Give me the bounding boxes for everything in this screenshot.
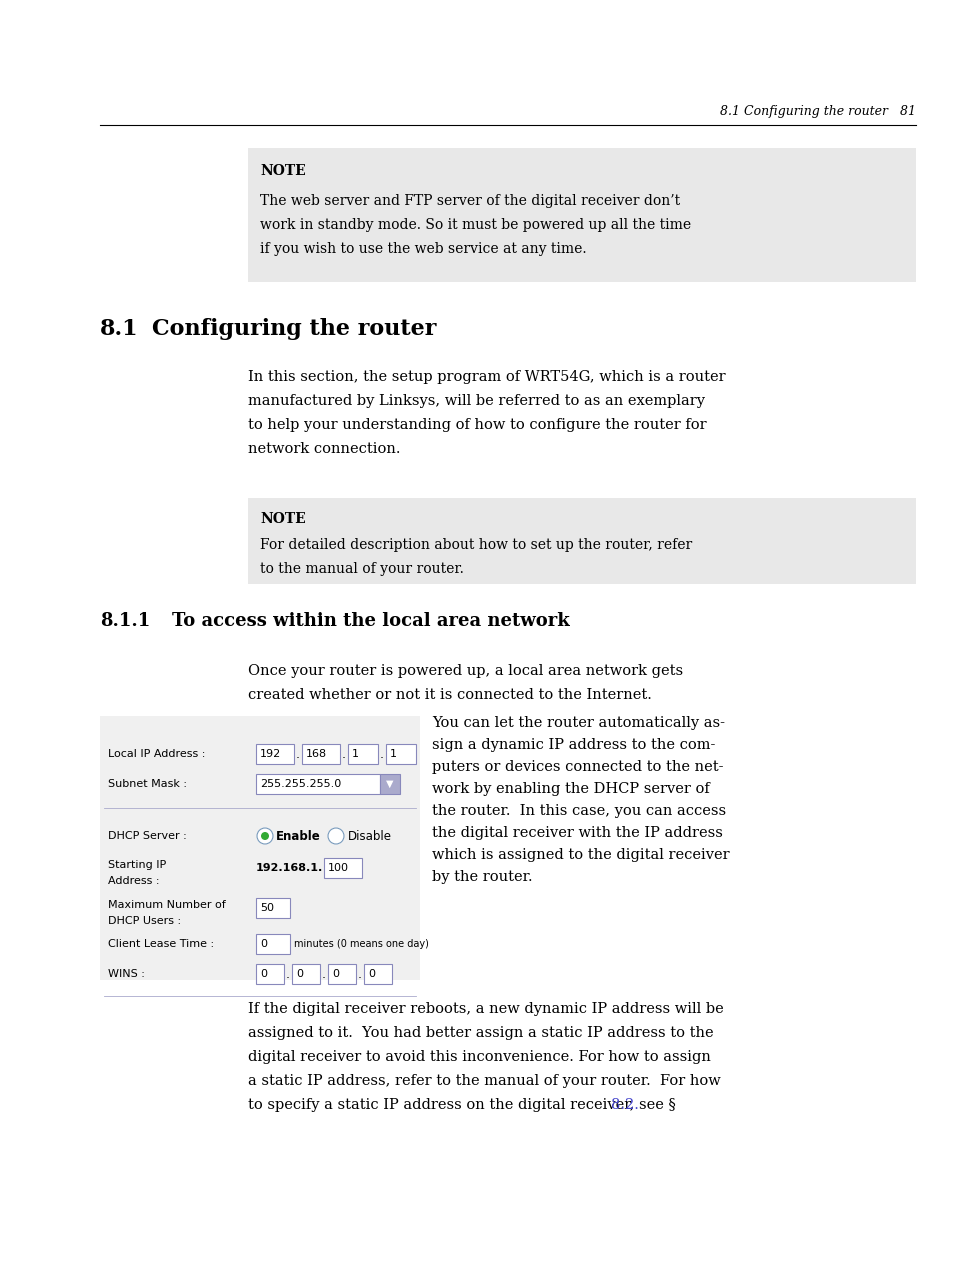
Text: 100: 100 [328,862,349,873]
Circle shape [256,828,273,845]
Text: You can let the router automatically as-: You can let the router automatically as- [432,716,724,730]
Text: NOTE: NOTE [260,164,305,178]
Text: Address :: Address : [108,876,159,887]
Text: Configuring the router: Configuring the router [152,318,436,340]
Text: network connection.: network connection. [248,441,400,455]
Bar [255,744,294,764]
Bar [248,148,915,282]
Bar [386,744,416,764]
Bar [302,744,339,764]
Text: Enable: Enable [275,829,320,842]
Text: Starting IP: Starting IP [108,860,166,870]
Text: 0: 0 [332,969,338,979]
Text: 0: 0 [295,969,303,979]
Text: 168: 168 [306,749,327,759]
Text: 8.1: 8.1 [100,318,138,340]
Text: if you wish to use the web service at any time.: if you wish to use the web service at an… [260,242,586,256]
Text: 0: 0 [260,969,267,979]
Text: assigned to it.  You had better assign a static IP address to the: assigned to it. You had better assign a … [248,1027,713,1040]
Text: .: . [379,748,384,761]
Text: created whether or not it is connected to the Internet.: created whether or not it is connected t… [248,688,651,702]
Text: puters or devices connected to the net-: puters or devices connected to the net- [432,759,722,773]
Bar [248,499,915,584]
Text: .: . [295,748,299,761]
Text: 192.168.1.: 192.168.1. [255,862,323,873]
Text: 8.1 Configuring the router   81: 8.1 Configuring the router 81 [720,106,915,118]
Text: to the manual of your router.: to the manual of your router. [260,562,463,576]
Text: sign a dynamic IP address to the com-: sign a dynamic IP address to the com- [432,738,715,752]
Text: 255.255.255.0: 255.255.255.0 [260,778,341,789]
Text: .: . [322,968,326,981]
Text: DHCP Users :: DHCP Users : [108,916,181,926]
Circle shape [261,832,269,840]
Bar [292,964,319,985]
Bar [255,964,284,985]
Text: 192: 192 [260,749,281,759]
Text: For detailed description about how to set up the router, refer: For detailed description about how to se… [260,538,692,552]
Text: 1: 1 [390,749,396,759]
Text: the router.  In this case, you can access: the router. In this case, you can access [432,804,725,818]
Text: Client Lease Time :: Client Lease Time : [108,939,213,949]
Text: 1: 1 [352,749,358,759]
Bar [379,773,399,794]
Bar [364,964,392,985]
Bar [255,773,379,794]
Text: digital receiver to avoid this inconvenience. For how to assign: digital receiver to avoid this inconveni… [248,1049,710,1063]
Text: Subnet Mask :: Subnet Mask : [108,778,187,789]
Text: minutes (0 means one day): minutes (0 means one day) [294,939,429,949]
Text: Disable: Disable [348,829,392,842]
Text: The web server and FTP server of the digital receiver don’t: The web server and FTP server of the dig… [260,195,679,209]
Text: DHCP Server :: DHCP Server : [108,831,187,841]
Text: which is assigned to the digital receiver: which is assigned to the digital receive… [432,848,729,862]
Text: WINS :: WINS : [108,969,145,979]
Text: 8.2.: 8.2. [610,1098,638,1112]
Text: 0: 0 [368,969,375,979]
Bar [328,964,355,985]
Text: by the router.: by the router. [432,870,532,884]
Circle shape [328,828,344,845]
Bar [324,859,361,878]
Text: 50: 50 [260,903,274,913]
Text: manufactured by Linksys, will be referred to as an exemplary: manufactured by Linksys, will be referre… [248,394,704,408]
Text: work in standby mode. So it must be powered up all the time: work in standby mode. So it must be powe… [260,218,690,232]
Text: .: . [341,748,346,761]
Text: NOTE: NOTE [260,513,305,527]
Text: In this section, the setup program of WRT54G, which is a router: In this section, the setup program of WR… [248,370,725,384]
Text: .: . [357,968,361,981]
Bar [348,744,377,764]
Bar [100,716,419,979]
Text: to help your understanding of how to configure the router for: to help your understanding of how to con… [248,418,706,432]
Text: a static IP address, refer to the manual of your router.  For how: a static IP address, refer to the manual… [248,1074,720,1088]
Text: to specify a static IP address on the digital receiver, see §: to specify a static IP address on the di… [248,1098,679,1112]
Text: 0: 0 [260,939,267,949]
Text: 8.1.1: 8.1.1 [100,612,150,630]
Text: Once your router is powered up, a local area network gets: Once your router is powered up, a local … [248,664,682,678]
Text: Maximum Number of: Maximum Number of [108,901,226,909]
Text: ▼: ▼ [386,778,394,789]
Text: .: . [286,968,290,981]
Text: work by enabling the DHCP server of: work by enabling the DHCP server of [432,782,709,796]
Text: Local IP Address :: Local IP Address : [108,749,205,759]
Text: To access within the local area network: To access within the local area network [172,612,569,630]
Bar [255,934,290,954]
Text: the digital receiver with the IP address: the digital receiver with the IP address [432,826,722,840]
Text: If the digital receiver reboots, a new dynamic IP address will be: If the digital receiver reboots, a new d… [248,1002,723,1016]
Bar [255,898,290,918]
